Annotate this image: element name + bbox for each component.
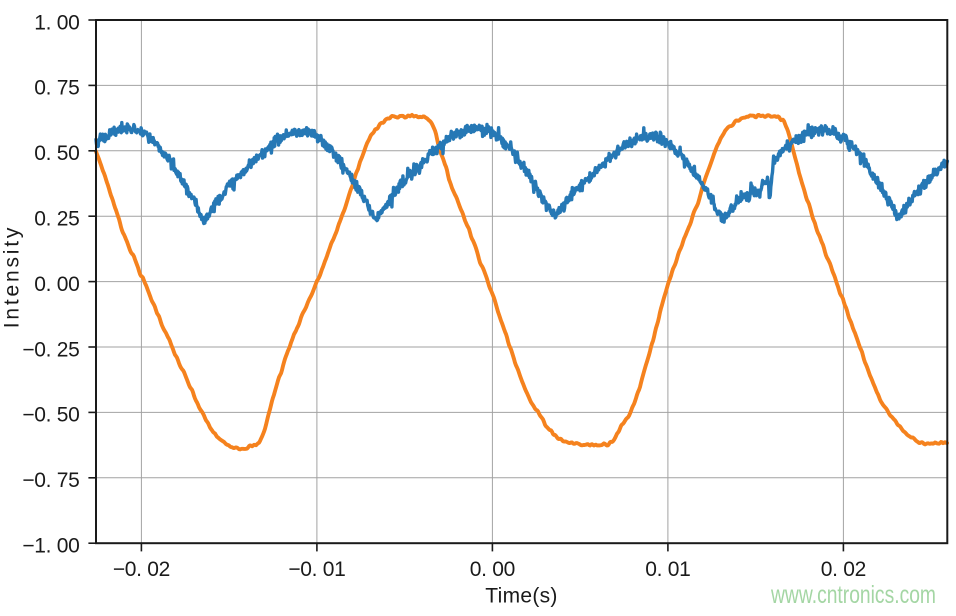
svg-text:0. 25: 0. 25 — [34, 208, 79, 231]
svg-text:0. 00: 0. 00 — [34, 273, 79, 296]
svg-text:www.cntronics.com: www.cntronics.com — [770, 581, 936, 609]
svg-text:−0. 01: −0. 01 — [288, 558, 345, 581]
svg-text:−0. 25: −0. 25 — [22, 338, 79, 361]
svg-text:0. 01: 0. 01 — [645, 558, 690, 581]
svg-text:−1. 00: −1. 00 — [22, 535, 79, 558]
svg-text:Intensity: Intensity — [1, 225, 24, 328]
svg-text:−0. 75: −0. 75 — [22, 469, 79, 492]
svg-text:Time(s): Time(s) — [485, 585, 557, 608]
svg-text:−0. 50: −0. 50 — [22, 404, 79, 427]
svg-text:−0. 02: −0. 02 — [113, 558, 170, 581]
svg-text:1. 00: 1. 00 — [34, 11, 79, 34]
svg-text:0. 00: 0. 00 — [470, 558, 515, 581]
svg-text:0. 02: 0. 02 — [821, 558, 866, 581]
svg-text:0. 50: 0. 50 — [34, 142, 79, 165]
svg-text:0. 75: 0. 75 — [34, 77, 79, 100]
